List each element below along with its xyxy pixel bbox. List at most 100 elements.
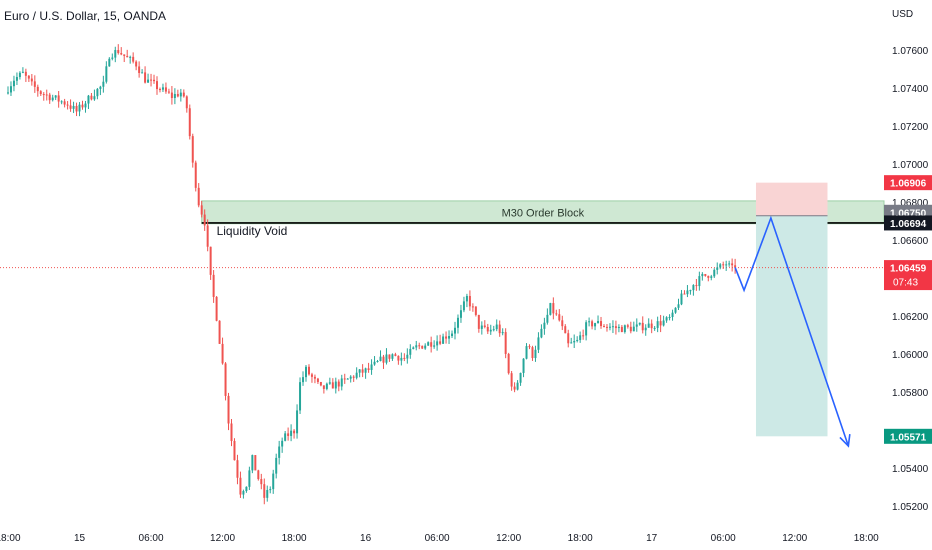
candle-body [248,470,251,487]
candle-body [611,326,614,328]
candle-body [620,326,623,333]
candle-body [409,348,412,355]
candle-body [507,353,510,374]
candle-body [570,342,573,344]
candle-body [668,317,671,319]
x-tick-label: 06:00 [139,533,164,544]
candle-body [340,378,343,387]
candle-body [456,317,459,328]
candle-body [430,342,433,347]
candle-body [57,95,60,102]
candle-body [582,335,585,337]
candle-body [322,385,325,389]
candle-body [96,88,99,97]
candle-body [123,54,126,56]
candle-body [516,382,519,390]
candle-body [462,301,465,311]
candle-body [698,276,701,287]
candle-body [731,263,734,266]
candle-body [251,455,254,471]
candle-body [719,264,722,268]
candle-body [436,341,439,346]
candle-body [21,71,24,73]
x-tick-label: 16 [360,533,372,544]
x-tick-label: 12:00 [210,533,235,544]
candle-body [722,264,725,266]
candle-body [72,105,75,109]
candle-body [84,103,87,108]
y-tick-label: 1.05800 [892,388,929,399]
candle-body [305,366,307,378]
position-layer [755,182,828,437]
candle-body [164,87,167,92]
candle-body [385,354,388,363]
candle-body [296,410,299,434]
candle-body [573,341,576,343]
x-tick-label: 06:00 [425,533,450,544]
candle-body [603,326,605,328]
candle-body [191,136,194,163]
candle-body [173,94,176,99]
candle-body [48,94,51,101]
candle-body [111,57,114,59]
candle-body [439,341,442,344]
candle-body [167,91,170,93]
candle-body [260,479,263,485]
candle-body [421,345,424,349]
candle-body [403,357,406,359]
candle-body [370,364,373,370]
candle-body [266,489,269,498]
candle-body [364,368,367,373]
candle-body [555,313,558,315]
candle-body [537,337,540,350]
candle-body [394,354,397,356]
candle-body [60,101,63,103]
candle-body [382,356,385,363]
candle-body [391,354,394,359]
candle-body [224,363,227,396]
candle-body [337,381,340,387]
candle-body [153,79,156,82]
candle-body [534,349,537,359]
candle-body [27,75,30,79]
x-tick-label: 17 [646,533,658,544]
price-label-countdown: 07:43 [893,278,918,289]
candle-body [540,328,543,338]
candle-body [78,104,81,112]
x-tick-label: 12:00 [496,533,521,544]
candle-body [117,50,120,54]
candle-body [594,323,597,327]
candle-body [638,322,641,325]
y-tick-label: 1.06600 [892,236,929,247]
candle-body [230,423,233,441]
candle-body [185,96,188,109]
candle-body [474,306,477,315]
candle-body [367,368,370,370]
x-tick-label: 18:00 [282,533,307,544]
candle-body [546,314,549,323]
candle-body [388,354,391,359]
candle-body [376,360,379,362]
candle-body [471,306,474,308]
candle-body [147,79,150,83]
projection-layer [734,215,851,448]
y-tick-label: 1.07000 [892,160,929,171]
candle-body [209,246,212,275]
candle-body [701,273,704,277]
x-tick-label: 12:00 [782,533,807,544]
candle-body [108,58,111,67]
candle-body [158,89,161,91]
candle-body [33,81,36,87]
candle-body [7,92,9,94]
y-tick-label: 1.07200 [892,122,929,133]
candle-body [325,383,328,389]
candle-body [489,329,492,332]
candle-body [549,303,552,315]
candle-body [483,325,486,327]
candle-body [492,329,495,331]
x-tick-label: 18:00 [568,533,593,544]
candle-body [522,358,525,373]
candle-body [135,61,138,67]
candle-body [275,457,278,474]
